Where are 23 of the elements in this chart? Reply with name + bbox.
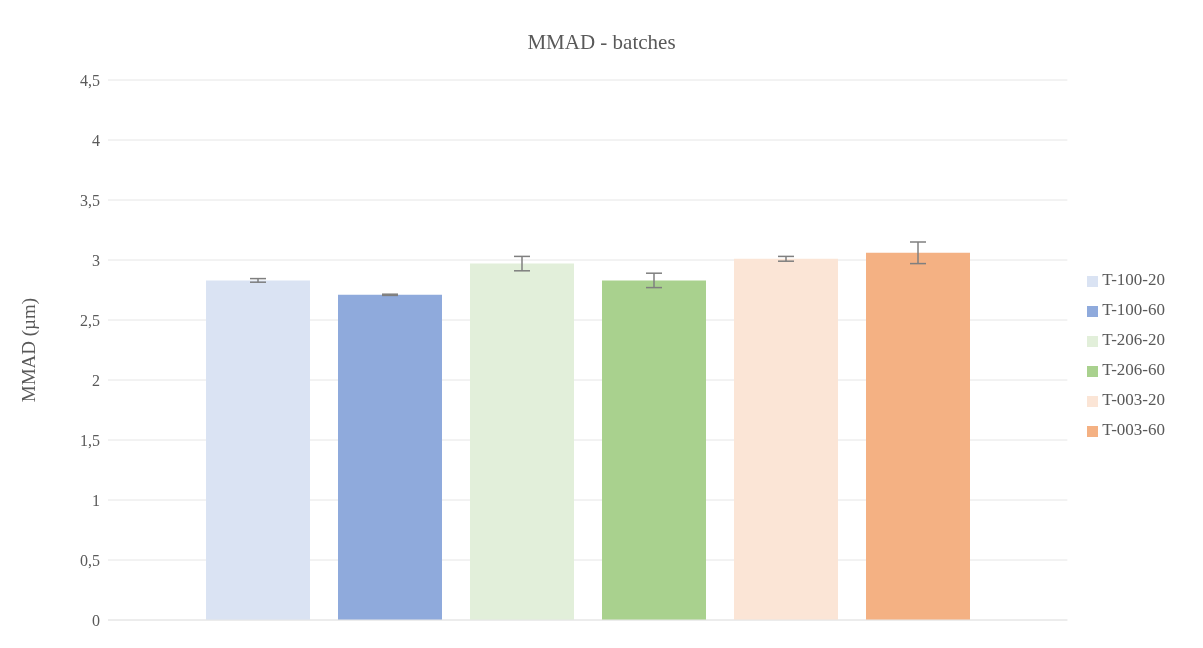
y-tick-label: 2,5 (80, 311, 100, 329)
bar (338, 294, 442, 620)
legend-label: T-003-20 (1102, 390, 1165, 409)
legend-label: T-100-60 (1102, 300, 1165, 319)
y-tick-label: 0,5 (80, 551, 100, 569)
legend-label: T-206-60 (1102, 360, 1165, 379)
y-tick-label: 1 (92, 491, 100, 509)
y-tick-label: 0 (92, 611, 100, 629)
y-tick-label: 4,5 (80, 71, 100, 89)
legend-label: T-100-20 (1102, 270, 1165, 289)
bar (206, 280, 310, 620)
legend-label: T-206-20 (1102, 330, 1165, 349)
bar (734, 258, 838, 620)
y-tick-label: 3 (92, 251, 100, 269)
y-tick-label: 4 (92, 131, 100, 149)
legend-label: T-003-60 (1102, 420, 1165, 439)
y-axis-title: MMAD (µm) (17, 297, 40, 403)
bar (602, 280, 706, 620)
y-tick-label: 1,5 (80, 431, 100, 449)
bar (866, 252, 970, 620)
y-tick-label: 2 (92, 371, 100, 389)
chart-title: MMAD - batches (526, 29, 677, 56)
y-tick-label: 3,5 (80, 191, 100, 209)
